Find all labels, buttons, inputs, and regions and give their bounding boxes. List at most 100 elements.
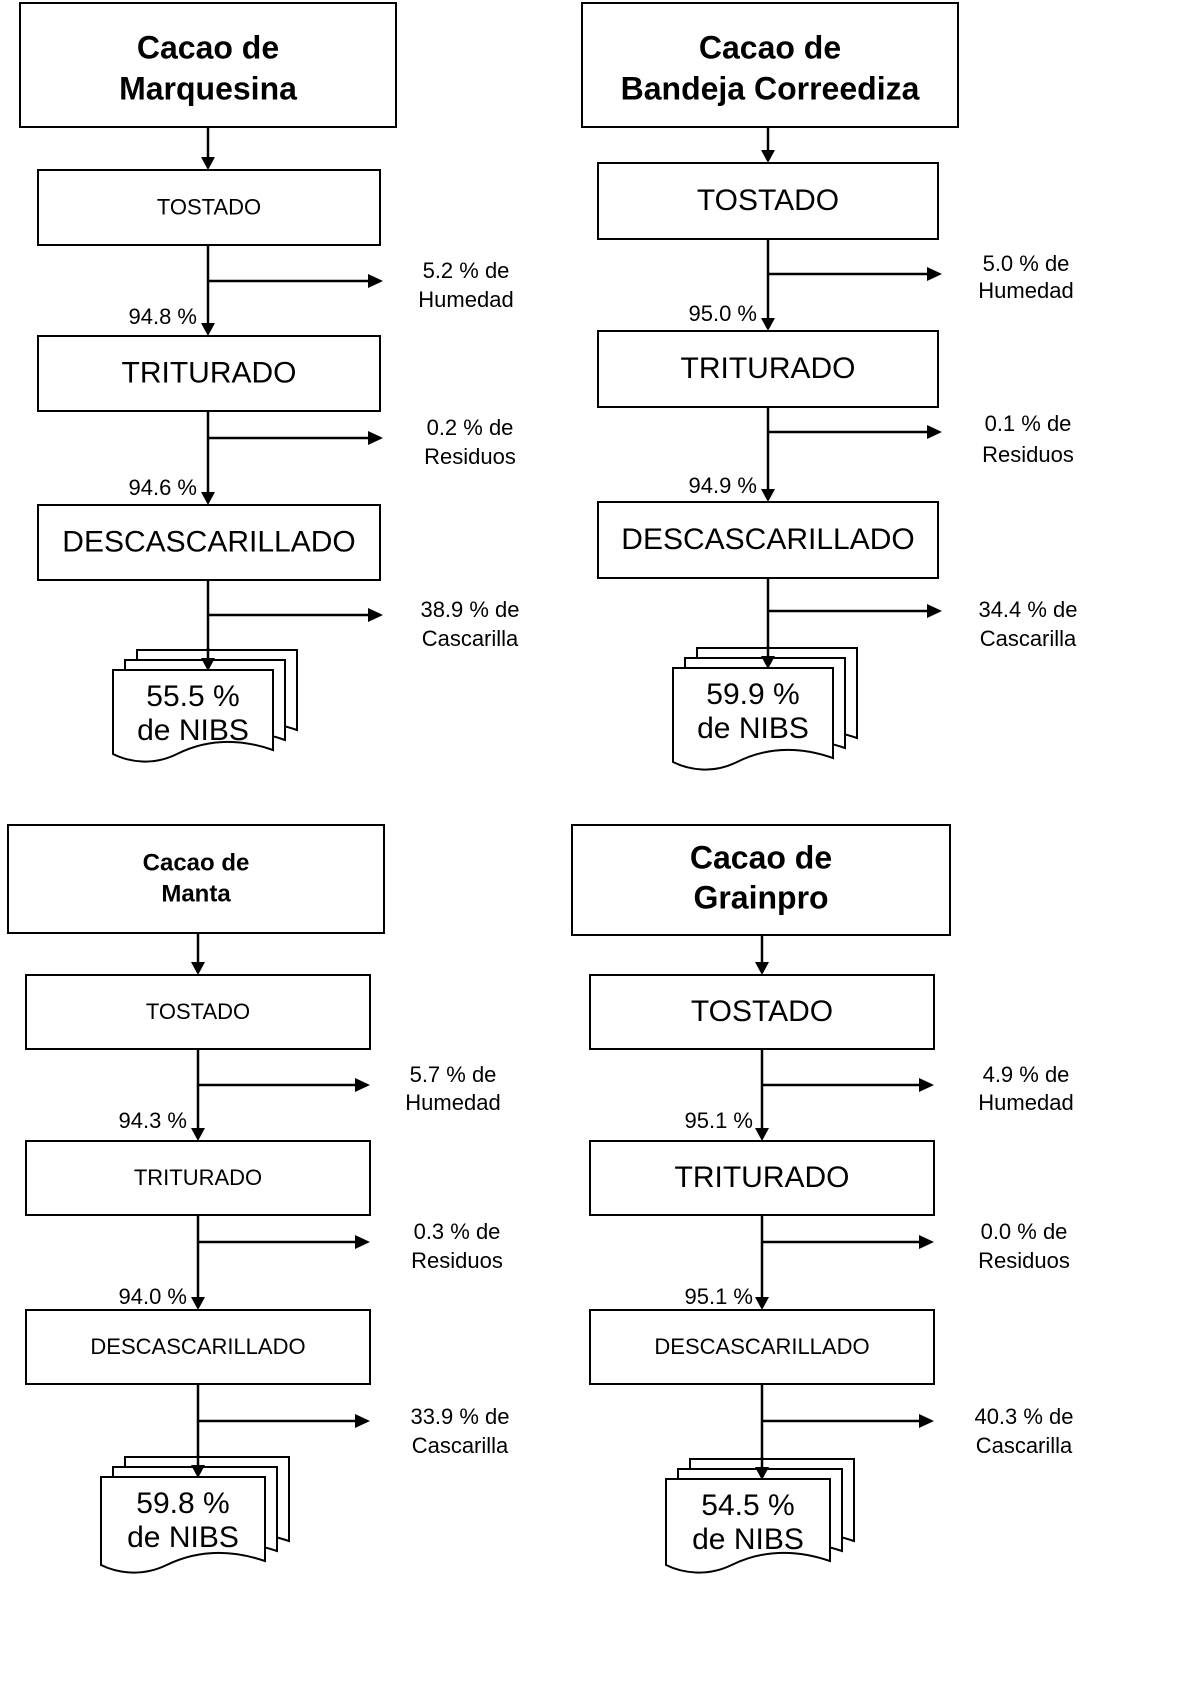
arrow-head <box>755 1128 769 1141</box>
process-step-label: DESCASCARILLADO <box>90 1334 305 1359</box>
inflow-label: 94.8 % <box>129 304 198 329</box>
loss-label: Humedad <box>978 1090 1073 1115</box>
loss-arrow <box>768 604 942 618</box>
process-step-box <box>25 1309 371 1385</box>
inflow-label: 94.3 % <box>119 1108 188 1133</box>
flow-arrow <box>201 245 215 336</box>
inflow-label: 94.0 % <box>119 1284 188 1309</box>
loss-label: Cascarilla <box>422 626 519 651</box>
process-step-label: TOSTADO <box>157 194 261 219</box>
title-box <box>571 824 951 936</box>
result-label: 59.8 % <box>136 1487 229 1520</box>
process-diagram: Cacao de Marquesina TOSTADO 5.2 % de Humedad… <box>19 2 520 763</box>
arrow-head <box>201 157 215 170</box>
loss-label: 4.9 % de <box>983 1062 1070 1087</box>
process-step-box <box>25 1140 371 1216</box>
title-box <box>19 2 397 128</box>
arrow-head <box>368 431 383 445</box>
loss-arrow <box>762 1235 934 1249</box>
loss-label: 33.9 % de <box>410 1404 509 1429</box>
arrow-head <box>201 492 215 505</box>
loss-label: 38.9 % de <box>420 597 519 622</box>
loss-arrow <box>198 1414 370 1428</box>
title-line: Cacao de <box>137 29 279 65</box>
process-step-label: TRITURADO <box>122 356 297 389</box>
arrow-head <box>927 425 942 439</box>
process-step-box <box>37 169 381 246</box>
loss-label: Cascarilla <box>976 1433 1073 1458</box>
title-line: Cacao de <box>699 29 841 65</box>
process-step-box <box>597 330 939 408</box>
arrow-head <box>201 658 215 671</box>
arrow-head <box>761 150 775 163</box>
arrow-head <box>355 1235 370 1249</box>
loss-label: Residuos <box>978 1248 1070 1273</box>
loss-label: 0.3 % de <box>414 1219 501 1244</box>
flow-arrow <box>755 1049 769 1141</box>
inflow-label: 95.1 % <box>685 1284 754 1309</box>
arrow-head <box>755 1297 769 1310</box>
loss-label: Residuos <box>424 444 516 469</box>
loss-label: 5.2 % de <box>423 258 510 283</box>
arrow-head <box>927 604 942 618</box>
title-box <box>581 2 959 128</box>
arrow-head <box>919 1414 934 1428</box>
arrow-head <box>368 608 383 622</box>
arrow-head <box>191 962 205 975</box>
process-step-label: DESCASCARILLADO <box>654 1334 869 1359</box>
arrow-head <box>191 1128 205 1141</box>
arrow-head <box>368 274 383 288</box>
process-step-label: TOSTADO <box>691 995 833 1028</box>
process-diagram: Cacao de Grainpro TOSTADO 4.9 % de Humedad TR… <box>571 824 1074 1574</box>
document-page-front <box>112 669 274 763</box>
process-step-label: DESCASCARILLADO <box>621 523 914 556</box>
process-step-box <box>589 974 935 1050</box>
arrow-head <box>761 489 775 502</box>
title-line: Bandeja Correediza <box>621 70 920 106</box>
loss-label: Cascarilla <box>412 1433 509 1458</box>
loss-label: 0.2 % de <box>427 415 514 440</box>
arrow-head <box>761 656 775 669</box>
loss-label: Humedad <box>978 278 1073 303</box>
process-step-box <box>597 501 939 579</box>
title-box <box>7 824 385 934</box>
loss-label: 5.7 % de <box>410 1062 497 1087</box>
arrow-head <box>355 1414 370 1428</box>
process-diagram: Cacao de Manta TOSTADO 5.7 % de Humedad TRITU… <box>7 824 510 1574</box>
loss-label: Humedad <box>418 287 513 312</box>
loss-arrow <box>208 608 383 622</box>
loss-arrow <box>768 267 942 281</box>
process-step-label: TRITURADO <box>681 352 856 385</box>
arrow-head <box>755 1467 769 1480</box>
process-step-box <box>589 1140 935 1216</box>
result-label: de NIBS <box>692 1523 804 1556</box>
arrow-head <box>355 1078 370 1092</box>
flow-arrow <box>201 127 215 170</box>
inflow-label: 95.0 % <box>689 301 758 326</box>
arrow-head <box>919 1078 934 1092</box>
arrow-head <box>919 1235 934 1249</box>
flow-arrow <box>201 411 215 505</box>
arrow-head <box>761 318 775 331</box>
process-step-label: DESCASCARILLADO <box>62 525 355 558</box>
loss-arrow <box>198 1078 370 1092</box>
document-page-front <box>665 1478 831 1574</box>
title-line: Manta <box>161 880 231 907</box>
loss-label: 0.0 % de <box>981 1219 1068 1244</box>
process-step-label: TOSTADO <box>697 184 839 217</box>
loss-arrow <box>198 1235 370 1249</box>
loss-label: Humedad <box>405 1090 500 1115</box>
loss-arrow <box>208 274 383 288</box>
loss-label: Residuos <box>411 1248 503 1273</box>
loss-arrow <box>762 1078 934 1092</box>
process-step-box <box>37 504 381 581</box>
document-page-front <box>672 667 834 771</box>
process-step-label: TRITURADO <box>134 1165 262 1190</box>
loss-arrow <box>208 431 383 445</box>
loss-label: Cascarilla <box>980 626 1077 651</box>
flow-arrow <box>761 239 775 331</box>
process-step-label: TOSTADO <box>146 999 250 1024</box>
arrow-head <box>755 962 769 975</box>
arrow-head <box>191 1465 205 1478</box>
